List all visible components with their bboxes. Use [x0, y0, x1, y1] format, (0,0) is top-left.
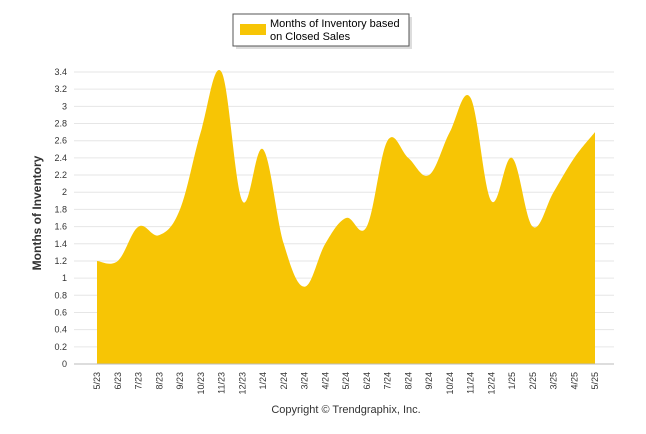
x-tick-label: 5/23	[92, 372, 102, 390]
y-tick-label: 0.8	[54, 290, 67, 300]
legend-label-line1: Months of Inventory based	[270, 18, 400, 30]
x-tick-label: 8/23	[154, 372, 164, 390]
y-tick-label: 1.2	[54, 256, 67, 266]
y-tick-label: 0.2	[54, 342, 67, 352]
x-tick-label: 3/25	[549, 372, 559, 390]
y-tick-label: 2.4	[54, 153, 67, 163]
y-tick-label: 3	[62, 101, 67, 111]
legend-label-line2: on Closed Sales	[270, 31, 351, 43]
area-series	[97, 69, 595, 364]
plot-area	[97, 69, 595, 364]
x-tick-label: 4/24	[320, 372, 330, 390]
y-tick-label: 0.4	[54, 325, 67, 335]
x-tick-label: 6/24	[362, 372, 372, 390]
x-tick-label: 11/23	[217, 372, 227, 394]
x-tick-label: 10/24	[445, 372, 455, 395]
x-tick-label: 6/23	[113, 372, 123, 390]
x-tick-label: 2/24	[279, 372, 289, 390]
y-tick-label: 0	[62, 359, 67, 369]
x-tick-label: 10/23	[196, 372, 206, 395]
y-tick-labels: 0 0.2 0.4 0.6 0.8 1 1.2 1.4 1.6 1.8 2 2.2 2.4 2.6 2.8 3…	[54, 67, 67, 369]
y-tick-label: 2	[62, 187, 67, 197]
x-tick-label: 5/24	[341, 372, 351, 390]
y-tick-label: 1	[62, 273, 67, 283]
y-tick-label: 2.2	[54, 170, 67, 180]
y-axis-label: Months of Inventory	[30, 155, 44, 270]
y-tick-label: 1.4	[54, 239, 67, 249]
y-tick-label: 2.8	[54, 119, 67, 129]
x-tick-label: 12/24	[486, 372, 496, 395]
x-tick-label: 1/25	[507, 372, 517, 390]
y-tick-label: 3.2	[54, 84, 67, 94]
x-tick-labels: 5/23 6/23 7/23 8/23 9/23 10/23 11/23 12/23 1/24 2…	[92, 372, 600, 395]
x-tick-label: 3/24	[300, 372, 310, 390]
legend: Months of Inventory based on Closed Sale…	[232, 13, 412, 49]
legend-swatch	[240, 24, 266, 35]
x-tick-label: 1/24	[258, 372, 268, 390]
x-tick-label: 7/23	[134, 372, 144, 390]
y-tick-label: 1.6	[54, 222, 67, 232]
x-tick-label: 12/23	[237, 372, 247, 395]
x-tick-label: 9/23	[175, 372, 185, 390]
x-tick-label: 5/25	[590, 372, 600, 390]
x-tick-label: 8/24	[403, 372, 413, 390]
y-tick-label: 3.4	[54, 67, 67, 77]
x-tick-label: 4/25	[569, 372, 579, 390]
x-tick-label: 9/24	[424, 372, 434, 390]
x-tick-label: 2/25	[528, 372, 538, 390]
copyright-footer: Copyright © Trendgraphix, Inc.	[271, 404, 420, 416]
x-tick-label: 7/24	[383, 372, 393, 390]
y-tick-label: 0.6	[54, 307, 67, 317]
x-tick-label: 11/24	[466, 372, 476, 394]
y-tick-label: 2.6	[54, 136, 67, 146]
y-tick-label: 1.8	[54, 204, 67, 214]
